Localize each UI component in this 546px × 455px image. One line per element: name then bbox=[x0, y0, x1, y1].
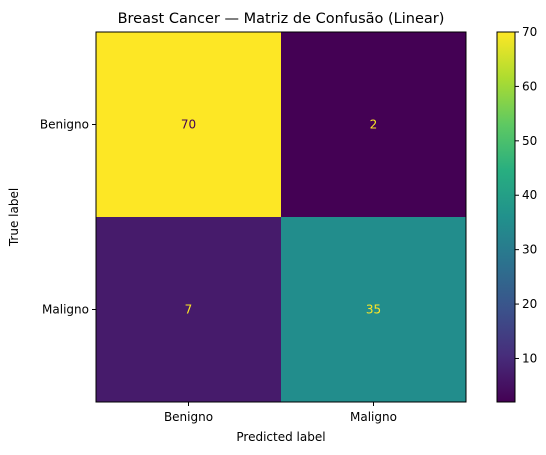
colorbar-tick-label: 30 bbox=[522, 243, 537, 257]
colorbar-tick-label: 60 bbox=[522, 79, 537, 93]
colorbar-ticks: 10 20 30 40 50 60 70 bbox=[515, 25, 537, 365]
colorbar-tick-label: 70 bbox=[522, 25, 537, 39]
colorbar bbox=[496, 31, 516, 403]
cell-value-label: 2 bbox=[370, 118, 378, 132]
colorbar-tick-label: 20 bbox=[522, 297, 537, 311]
heatmap-cell-labels: 70 2 7 35 bbox=[181, 118, 381, 317]
x-axis-label: Predicted label bbox=[236, 430, 325, 444]
cell-value-label: 35 bbox=[366, 303, 381, 317]
heatmap-cell bbox=[281, 217, 466, 402]
y-axis-label: True label bbox=[7, 188, 21, 247]
cell-value-label: 70 bbox=[181, 118, 196, 132]
colorbar-tick-label: 40 bbox=[522, 188, 537, 202]
heatmap-cell bbox=[281, 32, 466, 217]
plot-frame bbox=[95, 31, 467, 403]
cell-value-label: 7 bbox=[185, 303, 193, 317]
y-tick-label: Maligno bbox=[42, 303, 89, 317]
x-axis-ticks: Benigno Maligno bbox=[164, 402, 397, 424]
chart-title: Breast Cancer — Matriz de Confusão (Line… bbox=[118, 11, 445, 27]
heatmap-cell bbox=[96, 217, 281, 402]
x-tick-label: Benigno bbox=[164, 410, 213, 424]
y-tick-label: Benigno bbox=[40, 118, 89, 132]
heatmap-cells bbox=[96, 32, 466, 402]
colorbar-tick-label: 10 bbox=[522, 351, 537, 365]
y-axis-ticks: Benigno Maligno bbox=[40, 118, 96, 317]
x-tick-label: Maligno bbox=[350, 410, 397, 424]
colorbar-tick-label: 50 bbox=[522, 134, 537, 148]
heatmap-cell bbox=[96, 32, 281, 217]
